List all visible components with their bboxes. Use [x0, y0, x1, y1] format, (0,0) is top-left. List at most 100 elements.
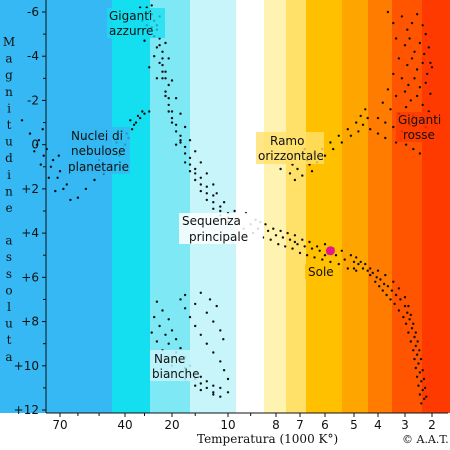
- star-point: [399, 298, 402, 301]
- star-point: [329, 260, 332, 264]
- label-ramo-orizzontale: Ramo orizzontale: [256, 132, 324, 164]
- star-point: [323, 254, 327, 257]
- star-point: [318, 249, 321, 252]
- star-point: [170, 329, 174, 332]
- star-point: [296, 167, 299, 171]
- star-point: [39, 163, 42, 166]
- star-point: [359, 114, 362, 118]
- star-point: [212, 384, 215, 387]
- star-point: [355, 269, 358, 272]
- star-point: [155, 46, 159, 49]
- star-point: [76, 196, 80, 199]
- star-point: [179, 139, 182, 142]
- star-point: [264, 223, 267, 226]
- star-point: [266, 229, 270, 233]
- label-ramo-line2: orizzontale: [258, 149, 324, 163]
- star-point: [57, 154, 60, 157]
- star-point: [212, 207, 215, 210]
- star-point: [208, 298, 212, 301]
- star-point: [33, 150, 36, 153]
- star-point: [277, 243, 280, 246]
- star-point: [414, 331, 417, 334]
- star-point: [418, 41, 422, 45]
- star-point: [407, 331, 410, 334]
- label-sequenza-line2: principale: [189, 230, 248, 244]
- star-point: [56, 176, 59, 179]
- star-point: [310, 170, 314, 173]
- star-point: [161, 50, 164, 53]
- color-band: [422, 0, 450, 413]
- star-point: [212, 194, 215, 197]
- y-axis: -6 -4 -2 0 +2 +4 +6 +8 +10 +12: [14, 0, 47, 417]
- star-point: [158, 324, 161, 328]
- y-tick-label: +2: [21, 182, 39, 196]
- star-point: [305, 254, 309, 257]
- label-giganti-rosse-line1: Giganti: [398, 113, 441, 127]
- star-point: [183, 293, 187, 297]
- star-point: [167, 103, 170, 107]
- star-point: [158, 44, 161, 47]
- star-point: [369, 273, 372, 277]
- x-tick-label: 3: [401, 418, 409, 432]
- y-tick-label: -4: [27, 49, 39, 63]
- star-point: [334, 254, 338, 257]
- star-point: [403, 90, 407, 93]
- star-point: [205, 172, 208, 175]
- star-point: [212, 351, 215, 354]
- label-giganti-azzurre-line1: Giganti: [109, 9, 152, 23]
- y-axis-title-letter: l: [7, 300, 11, 314]
- star-point: [170, 110, 174, 113]
- star-point: [310, 247, 314, 250]
- star-point: [308, 240, 311, 244]
- star-point: [332, 147, 335, 151]
- star-point: [161, 57, 164, 60]
- label-sequenza-line1: Sequenza: [182, 214, 241, 228]
- star-point: [313, 256, 316, 259]
- star-point: [179, 346, 182, 350]
- star-point: [199, 291, 202, 294]
- star-point: [205, 311, 208, 314]
- star-point: [352, 267, 356, 270]
- star-point: [381, 101, 384, 104]
- star-point: [410, 57, 414, 60]
- star-point: [65, 183, 69, 186]
- star-point: [188, 170, 192, 173]
- star-point: [366, 116, 369, 120]
- star-point: [392, 21, 395, 25]
- star-point: [406, 28, 409, 31]
- star-point: [386, 88, 390, 91]
- star-point: [381, 289, 384, 292]
- star-point: [394, 293, 398, 297]
- star-point: [161, 70, 164, 73]
- y-axis-title-letter: d: [5, 151, 13, 165]
- y-axis-title-letter: g: [5, 68, 13, 82]
- star-point: [222, 338, 225, 341]
- star-point: [179, 112, 182, 115]
- star-point: [164, 333, 167, 336]
- star-point: [205, 342, 208, 345]
- star-point: [222, 369, 226, 372]
- star-point: [167, 110, 170, 113]
- star-point: [174, 130, 178, 133]
- star-point: [205, 198, 208, 202]
- star-point: [404, 143, 408, 146]
- label-giganti-rosse: Giganti rosse: [396, 112, 442, 142]
- label-nane-line2: bianche: [152, 367, 200, 381]
- star-point: [413, 77, 416, 80]
- star-point: [301, 238, 304, 241]
- star-point: [412, 147, 415, 151]
- star-point: [291, 247, 294, 250]
- star-point: [150, 4, 153, 7]
- star-point: [361, 267, 365, 270]
- y-axis-title-letter: i: [7, 168, 11, 182]
- star-point: [170, 121, 174, 124]
- star-point: [315, 245, 319, 248]
- color-band: [368, 0, 392, 413]
- star-point: [409, 99, 412, 102]
- y-axis-title-letter: t: [7, 333, 12, 347]
- y-axis-title-letter: e: [5, 201, 12, 215]
- star-point: [212, 320, 215, 323]
- star-point: [288, 238, 292, 241]
- y-axis-title-letter: M: [3, 35, 15, 49]
- y-tick-label: +10: [14, 359, 39, 373]
